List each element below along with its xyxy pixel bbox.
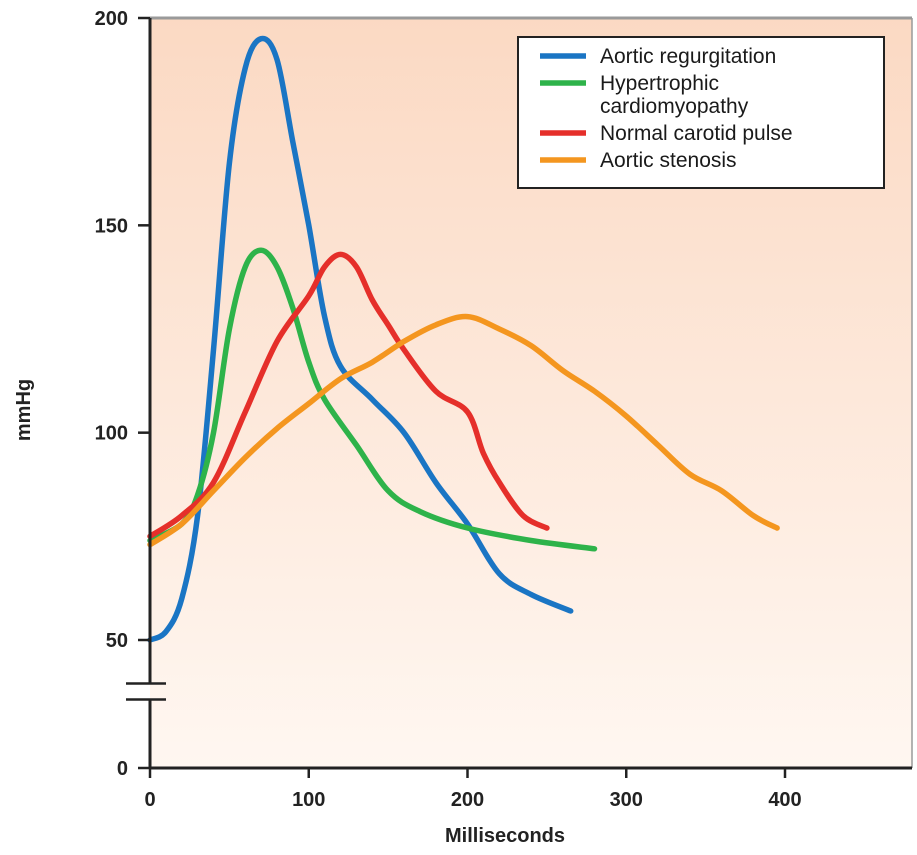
series-layer <box>147 35 780 643</box>
x-tick-label-100: 100 <box>292 789 325 811</box>
y-tick-label-200: 200 <box>95 8 128 30</box>
y-tick-label-0: 0 <box>117 758 128 780</box>
y-tick-label-150: 150 <box>95 215 128 237</box>
series-line-4 <box>147 313 780 548</box>
legend-label-2-line-1: Hypertrophic <box>600 72 719 95</box>
series-line-2 <box>147 247 598 552</box>
y-axis-title: mmHg <box>13 379 35 441</box>
x-axis-title: Milliseconds <box>445 825 565 847</box>
legend-label-2-line-2: cardiomyopathy <box>600 95 749 118</box>
legend-label-1: Aortic regurgitation <box>600 45 776 68</box>
legend-label-3: Normal carotid pulse <box>600 122 793 145</box>
x-tick-label-0: 0 <box>144 789 155 811</box>
x-tick-label-200: 200 <box>451 789 484 811</box>
x-tick-label-400: 400 <box>768 789 801 811</box>
legend-label-4: Aortic stenosis <box>600 149 737 172</box>
series-line-3 <box>147 251 550 540</box>
legend-box <box>517 36 885 189</box>
x-tick-label-300: 300 <box>610 789 643 811</box>
y-tick-label-50: 50 <box>106 630 128 652</box>
y-tick-label-100: 100 <box>95 423 128 445</box>
legend: Aortic regurgitation Hypertrophiccardiomy… <box>517 36 885 189</box>
ticks-layer: 0 50 100 150 200 0 100 200 300 400 <box>95 8 802 811</box>
